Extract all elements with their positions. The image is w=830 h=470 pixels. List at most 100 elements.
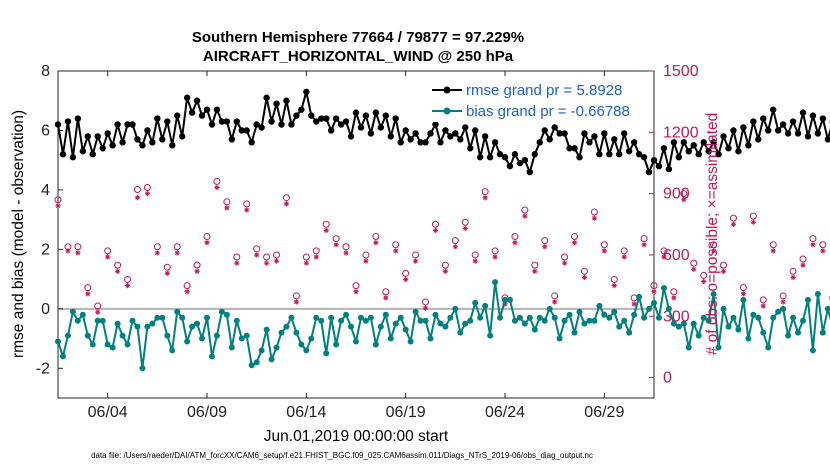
bias-point xyxy=(79,311,86,318)
obs-possible-point xyxy=(729,214,737,222)
rmse-point xyxy=(715,151,722,158)
rmse-point xyxy=(501,154,509,161)
bias-point xyxy=(437,320,444,327)
obs-possible-point xyxy=(322,220,330,228)
bias-point xyxy=(303,347,310,354)
obs-assimilated-point xyxy=(512,240,518,246)
rmse-point xyxy=(139,142,146,149)
rmse-point xyxy=(789,118,797,125)
rmse-point xyxy=(278,121,285,128)
obs-assimilated-point xyxy=(373,240,379,246)
bias-point xyxy=(392,320,399,327)
obs-possible-point xyxy=(700,271,708,279)
rmse-point xyxy=(680,139,687,146)
obs-possible-point xyxy=(749,212,757,220)
rmse-point xyxy=(402,127,409,134)
rmse-point xyxy=(89,151,96,158)
rmse-point xyxy=(561,130,568,137)
rmse-point xyxy=(521,156,529,164)
bias-point xyxy=(238,335,245,342)
obs-assimilated-point xyxy=(671,295,677,301)
rmse-point xyxy=(735,148,742,155)
bias-point xyxy=(581,320,588,327)
obs-possible-point xyxy=(779,292,787,300)
rmse-point xyxy=(263,94,270,101)
bias-point xyxy=(720,305,727,312)
rmse-point xyxy=(784,130,792,137)
obs-assimilated-point xyxy=(571,240,578,246)
bias-point xyxy=(333,341,340,348)
bias-point xyxy=(571,329,578,336)
bias-point xyxy=(59,353,66,360)
obs-assimilated-point xyxy=(293,299,299,305)
obs-possible-point xyxy=(471,251,479,259)
bias-point xyxy=(253,359,260,366)
obs-possible-point xyxy=(143,183,151,191)
obs-possible-point xyxy=(690,259,698,267)
obs-possible-point xyxy=(74,243,82,251)
obs-possible-point xyxy=(253,245,261,253)
bias-point xyxy=(323,350,330,357)
rmse-point xyxy=(794,130,802,137)
bias-point xyxy=(268,356,275,363)
obs-possible-point xyxy=(342,243,350,251)
rmse-point xyxy=(303,88,310,96)
obs-possible-point xyxy=(273,251,281,259)
rmse-point xyxy=(332,115,340,122)
obs-possible-point xyxy=(183,282,191,290)
obs-possible-point xyxy=(819,241,827,249)
bias-point xyxy=(427,335,434,342)
rmse-point xyxy=(149,139,156,146)
x-tick-label: 06/14 xyxy=(286,404,326,421)
x-tick-label: 06/24 xyxy=(485,404,525,421)
obs-assimilated-point xyxy=(691,266,697,272)
obs-count-series xyxy=(54,177,830,315)
bias-point xyxy=(591,317,598,324)
obs-assimilated-point xyxy=(701,278,707,285)
bias-point xyxy=(432,311,439,318)
bias-point xyxy=(690,320,697,327)
bias-point xyxy=(606,314,613,321)
rmse-point xyxy=(650,156,658,164)
right-y-tick-label: 0 xyxy=(663,370,672,387)
rmse-point xyxy=(779,121,787,128)
bias-point xyxy=(680,320,687,327)
x-tick-label: 06/29 xyxy=(584,404,624,421)
rmse-point xyxy=(601,130,608,137)
rmse-point xyxy=(725,145,732,152)
rmse-point xyxy=(382,112,389,119)
rmse-point xyxy=(506,162,514,170)
rmse-point xyxy=(208,121,216,128)
obs-possible-point xyxy=(193,261,201,269)
bias-point xyxy=(472,299,479,306)
left-y-tick-label: 8 xyxy=(41,63,50,80)
bias-point xyxy=(69,308,76,315)
rmse-point xyxy=(99,145,106,152)
obs-assimilated-point xyxy=(264,260,270,266)
left-y-tick-label: -2 xyxy=(36,360,50,377)
obs-possible-point xyxy=(382,288,390,296)
bias-point xyxy=(189,323,196,330)
obs-assimilated-point xyxy=(333,242,339,248)
bias-point xyxy=(715,344,722,351)
obs-assimilated-point xyxy=(462,225,468,231)
bias-point xyxy=(710,290,717,297)
bias-point xyxy=(824,305,830,312)
rmse-point xyxy=(342,118,350,125)
obs-assimilated-point xyxy=(820,248,826,254)
obs-possible-point xyxy=(451,237,459,245)
rmse-point xyxy=(611,136,618,143)
rmse-point xyxy=(357,124,365,131)
obs-assimilated-point xyxy=(234,260,240,266)
rmse-point xyxy=(645,168,653,176)
rmse-point xyxy=(84,133,92,140)
bias-series xyxy=(55,279,830,372)
rmse-point xyxy=(64,118,72,125)
rmse-point xyxy=(193,97,201,104)
bias-point xyxy=(124,341,131,348)
obs-assimilated-point xyxy=(552,299,558,305)
rmse-point xyxy=(660,145,668,152)
rmse-point xyxy=(770,106,777,113)
obs-possible-point xyxy=(541,237,549,245)
bias-point xyxy=(94,317,101,324)
